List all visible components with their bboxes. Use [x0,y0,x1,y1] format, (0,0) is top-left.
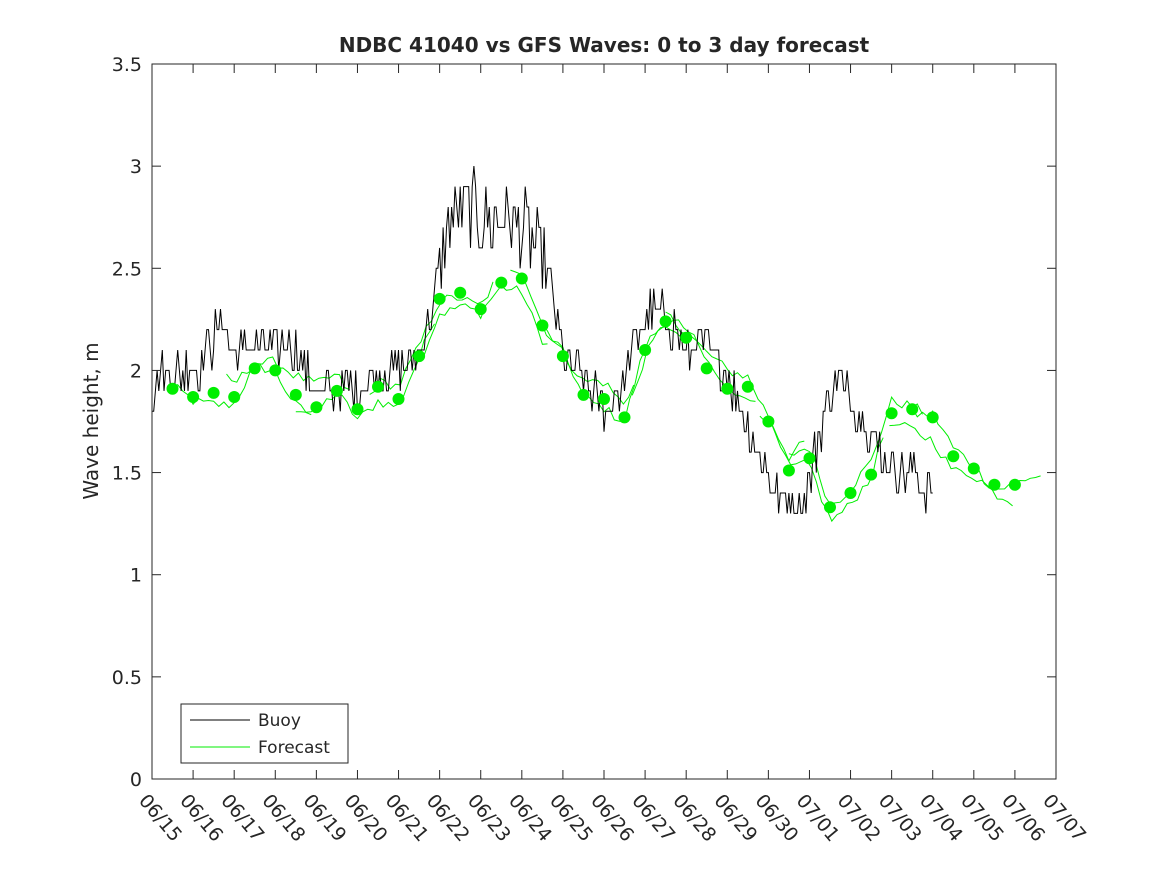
forecast-marker [310,401,323,414]
y-tick-label: 2 [130,360,142,382]
forecast-marker [474,303,487,316]
forecast-marker [598,393,610,405]
forecast-marker [1008,478,1021,491]
forecast-marker [885,407,898,420]
forecast-marker [803,452,816,465]
forecast-marker [187,391,200,403]
forecast-marker [454,286,467,299]
legend-buoy-label: Buoy [258,711,301,731]
y-tick-label: 1 [130,565,142,587]
forecast-marker [844,487,857,499]
forecast-marker [515,272,528,285]
y-tick-label: 0 [130,769,142,791]
forecast-run-line [759,415,884,523]
y-tick-label: 3 [130,156,142,178]
forecast-marker [926,411,939,424]
forecast-marker [967,462,980,475]
forecast-marker [536,319,549,332]
forecast-marker [721,382,734,395]
forecast-marker [947,450,960,463]
forecast-marker [289,388,302,401]
forecast-marker [762,415,775,428]
forecast-marker [433,292,446,305]
forecast-marker [330,384,343,397]
forecast-marker [659,315,672,328]
forecast-marker [413,350,426,363]
forecast-marker [269,364,282,377]
buoy-line [152,166,933,514]
forecast-marker [906,403,919,416]
chart-title: NDBC 41040 vs GFS Waves: 0 to 3 day fore… [339,33,870,57]
forecast-marker [639,344,652,356]
forecast-marker [392,393,405,405]
forecast-marker [824,501,836,514]
y-tick-label: 2.5 [112,258,142,280]
y-tick-label: 3.5 [112,54,142,76]
forecast-marker [207,386,220,399]
forecast-marker [782,464,795,477]
y-tick-label: 1.5 [112,463,142,485]
forecast-marker [248,362,261,375]
series-layer [152,166,1041,523]
forecast-marker [741,380,754,393]
forecast-marker [228,391,241,403]
forecast-marker [865,468,878,481]
legend-forecast-label: Forecast [258,738,330,758]
y-axis-label: Wave height, m [79,342,103,499]
forecast-marker [372,380,384,393]
forecast-marker [700,362,713,375]
forecast-marker [618,411,631,424]
forecast-marker [556,350,569,363]
forecast-marker [351,403,364,416]
legend-box [180,703,349,764]
forecast-marker [577,388,590,401]
y-tick-label: 0.5 [112,667,142,689]
legend: Buoy Forecast [180,703,349,764]
forecast-marker [495,276,508,289]
forecast-marker [680,331,693,344]
forecast-marker [988,478,1001,491]
forecast-marker [166,382,179,395]
